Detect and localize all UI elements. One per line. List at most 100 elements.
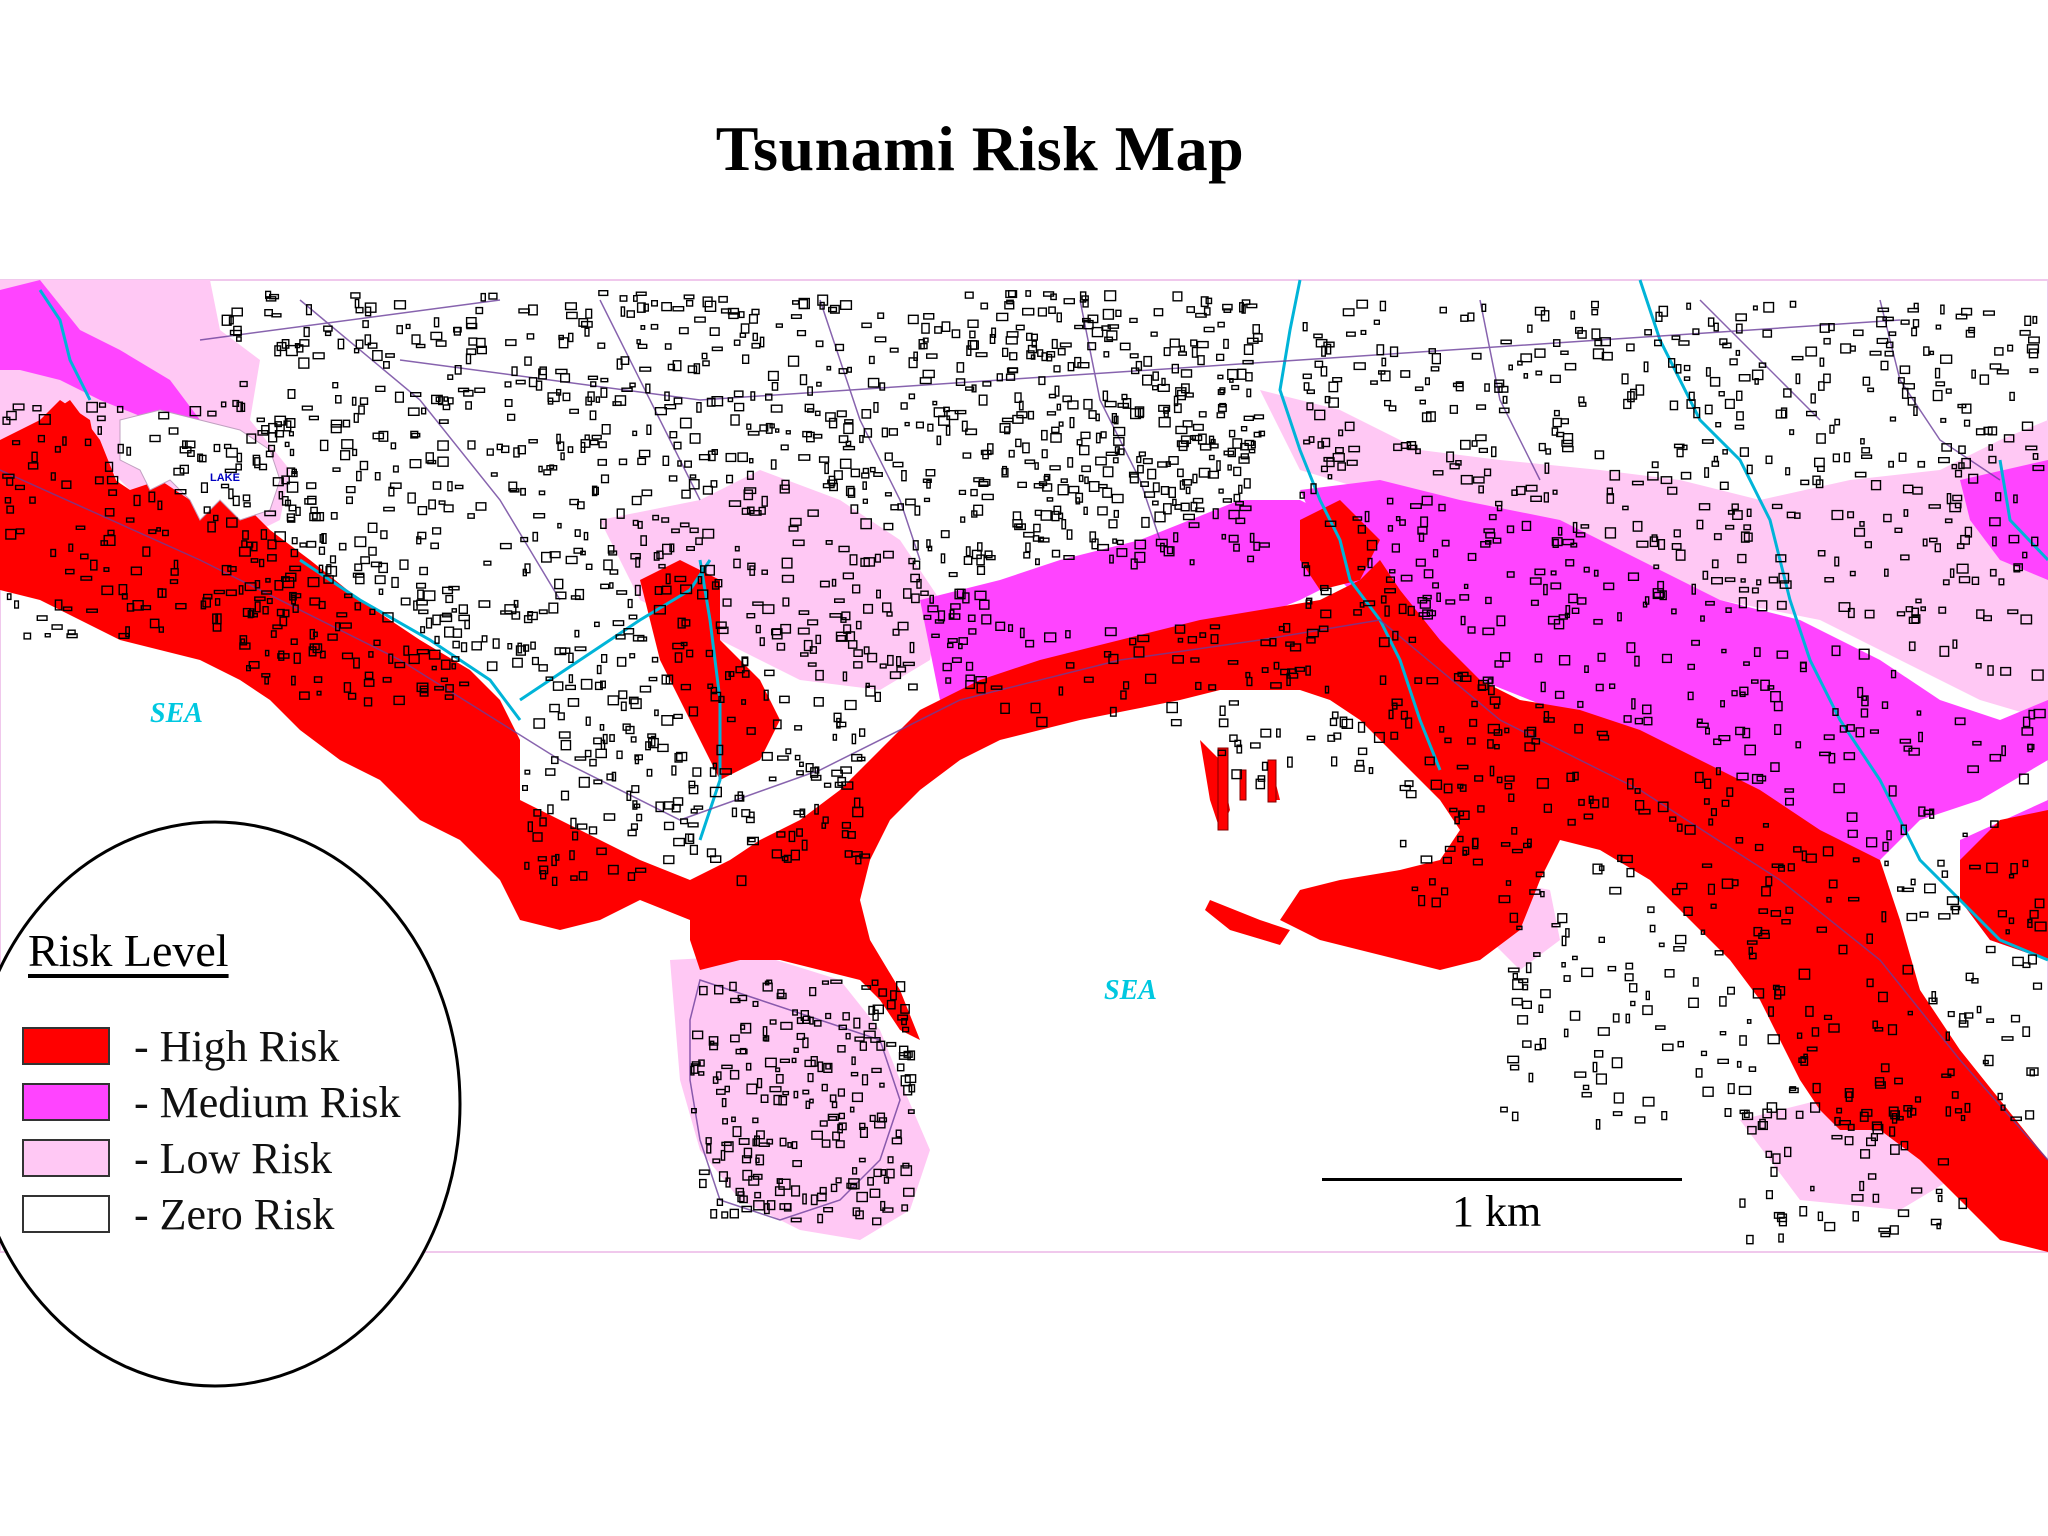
building bbox=[838, 1112, 846, 1120]
building bbox=[844, 699, 857, 711]
building bbox=[859, 1126, 868, 1138]
building bbox=[1986, 1018, 1995, 1023]
building bbox=[632, 800, 638, 810]
building bbox=[1357, 565, 1366, 571]
building bbox=[593, 737, 602, 745]
building bbox=[1078, 474, 1084, 483]
building bbox=[1180, 502, 1190, 512]
building bbox=[839, 458, 852, 469]
building bbox=[1944, 518, 1953, 524]
scale-label: 1 km bbox=[1452, 1187, 1542, 1236]
building bbox=[511, 366, 518, 377]
building bbox=[1498, 385, 1509, 393]
building bbox=[1664, 969, 1675, 978]
building bbox=[1418, 612, 1431, 617]
building bbox=[1874, 1026, 1884, 1032]
building bbox=[867, 377, 880, 388]
building bbox=[842, 445, 856, 451]
building bbox=[1889, 1144, 1900, 1155]
building bbox=[1240, 453, 1250, 460]
building bbox=[1725, 607, 1732, 614]
building bbox=[14, 484, 26, 491]
building bbox=[1838, 1119, 1852, 1126]
building bbox=[600, 518, 607, 529]
building bbox=[1913, 302, 1919, 310]
building bbox=[286, 467, 296, 478]
building bbox=[1122, 681, 1130, 690]
building bbox=[758, 1142, 770, 1147]
building bbox=[1147, 468, 1157, 480]
building bbox=[251, 541, 258, 552]
building bbox=[1642, 1096, 1655, 1107]
building bbox=[643, 303, 650, 312]
building bbox=[616, 508, 625, 519]
building bbox=[1653, 339, 1662, 347]
building bbox=[803, 639, 813, 652]
building bbox=[2009, 391, 2015, 402]
building bbox=[691, 1061, 701, 1067]
building bbox=[1698, 503, 1711, 511]
building bbox=[1958, 576, 1971, 584]
building bbox=[950, 603, 961, 610]
building bbox=[811, 1130, 824, 1140]
building bbox=[1179, 480, 1186, 490]
building bbox=[1684, 824, 1696, 835]
building bbox=[783, 1203, 792, 1212]
building bbox=[1060, 478, 1068, 483]
building bbox=[1406, 441, 1417, 450]
building bbox=[1233, 543, 1240, 552]
building bbox=[1460, 615, 1466, 626]
building bbox=[825, 412, 836, 422]
building bbox=[769, 1019, 777, 1025]
building bbox=[1250, 440, 1256, 449]
building bbox=[1104, 400, 1117, 408]
building bbox=[1939, 645, 1950, 657]
building bbox=[1949, 502, 1962, 513]
building bbox=[539, 817, 547, 827]
building bbox=[1767, 685, 1775, 690]
building bbox=[1043, 475, 1050, 481]
building bbox=[1238, 456, 1250, 464]
building bbox=[1484, 383, 1490, 392]
buildings bbox=[2, 290, 2047, 1245]
building bbox=[1496, 776, 1503, 784]
building bbox=[655, 801, 665, 813]
building bbox=[1748, 946, 1753, 956]
building bbox=[769, 423, 775, 429]
building bbox=[1934, 543, 1942, 553]
building bbox=[220, 401, 227, 408]
building bbox=[819, 1120, 828, 1127]
building bbox=[1823, 1014, 1833, 1020]
building bbox=[1030, 702, 1041, 714]
building bbox=[747, 430, 760, 436]
building bbox=[1273, 661, 1280, 670]
building bbox=[832, 1131, 840, 1141]
building bbox=[54, 599, 63, 611]
legend-label-medium-risk: - Medium Risk bbox=[134, 1077, 401, 1127]
building bbox=[89, 559, 98, 571]
building bbox=[551, 756, 559, 765]
building bbox=[1902, 964, 1914, 975]
building bbox=[203, 506, 211, 514]
building bbox=[1661, 1043, 1674, 1052]
map-title: Tsunami Risk Map bbox=[715, 113, 1245, 184]
building bbox=[1508, 364, 1513, 371]
building bbox=[432, 481, 442, 490]
building bbox=[635, 291, 647, 297]
building bbox=[1880, 360, 1889, 371]
building bbox=[836, 410, 847, 418]
building bbox=[751, 342, 761, 349]
building bbox=[212, 514, 219, 522]
building bbox=[764, 669, 775, 677]
building bbox=[1696, 519, 1704, 530]
building bbox=[646, 424, 652, 436]
building bbox=[1570, 310, 1576, 320]
building bbox=[1096, 543, 1110, 551]
building bbox=[934, 326, 943, 334]
building bbox=[805, 763, 814, 773]
building bbox=[792, 300, 800, 305]
building bbox=[1500, 1106, 1508, 1113]
building bbox=[1233, 466, 1242, 477]
building bbox=[513, 599, 519, 608]
building bbox=[1901, 887, 1914, 893]
